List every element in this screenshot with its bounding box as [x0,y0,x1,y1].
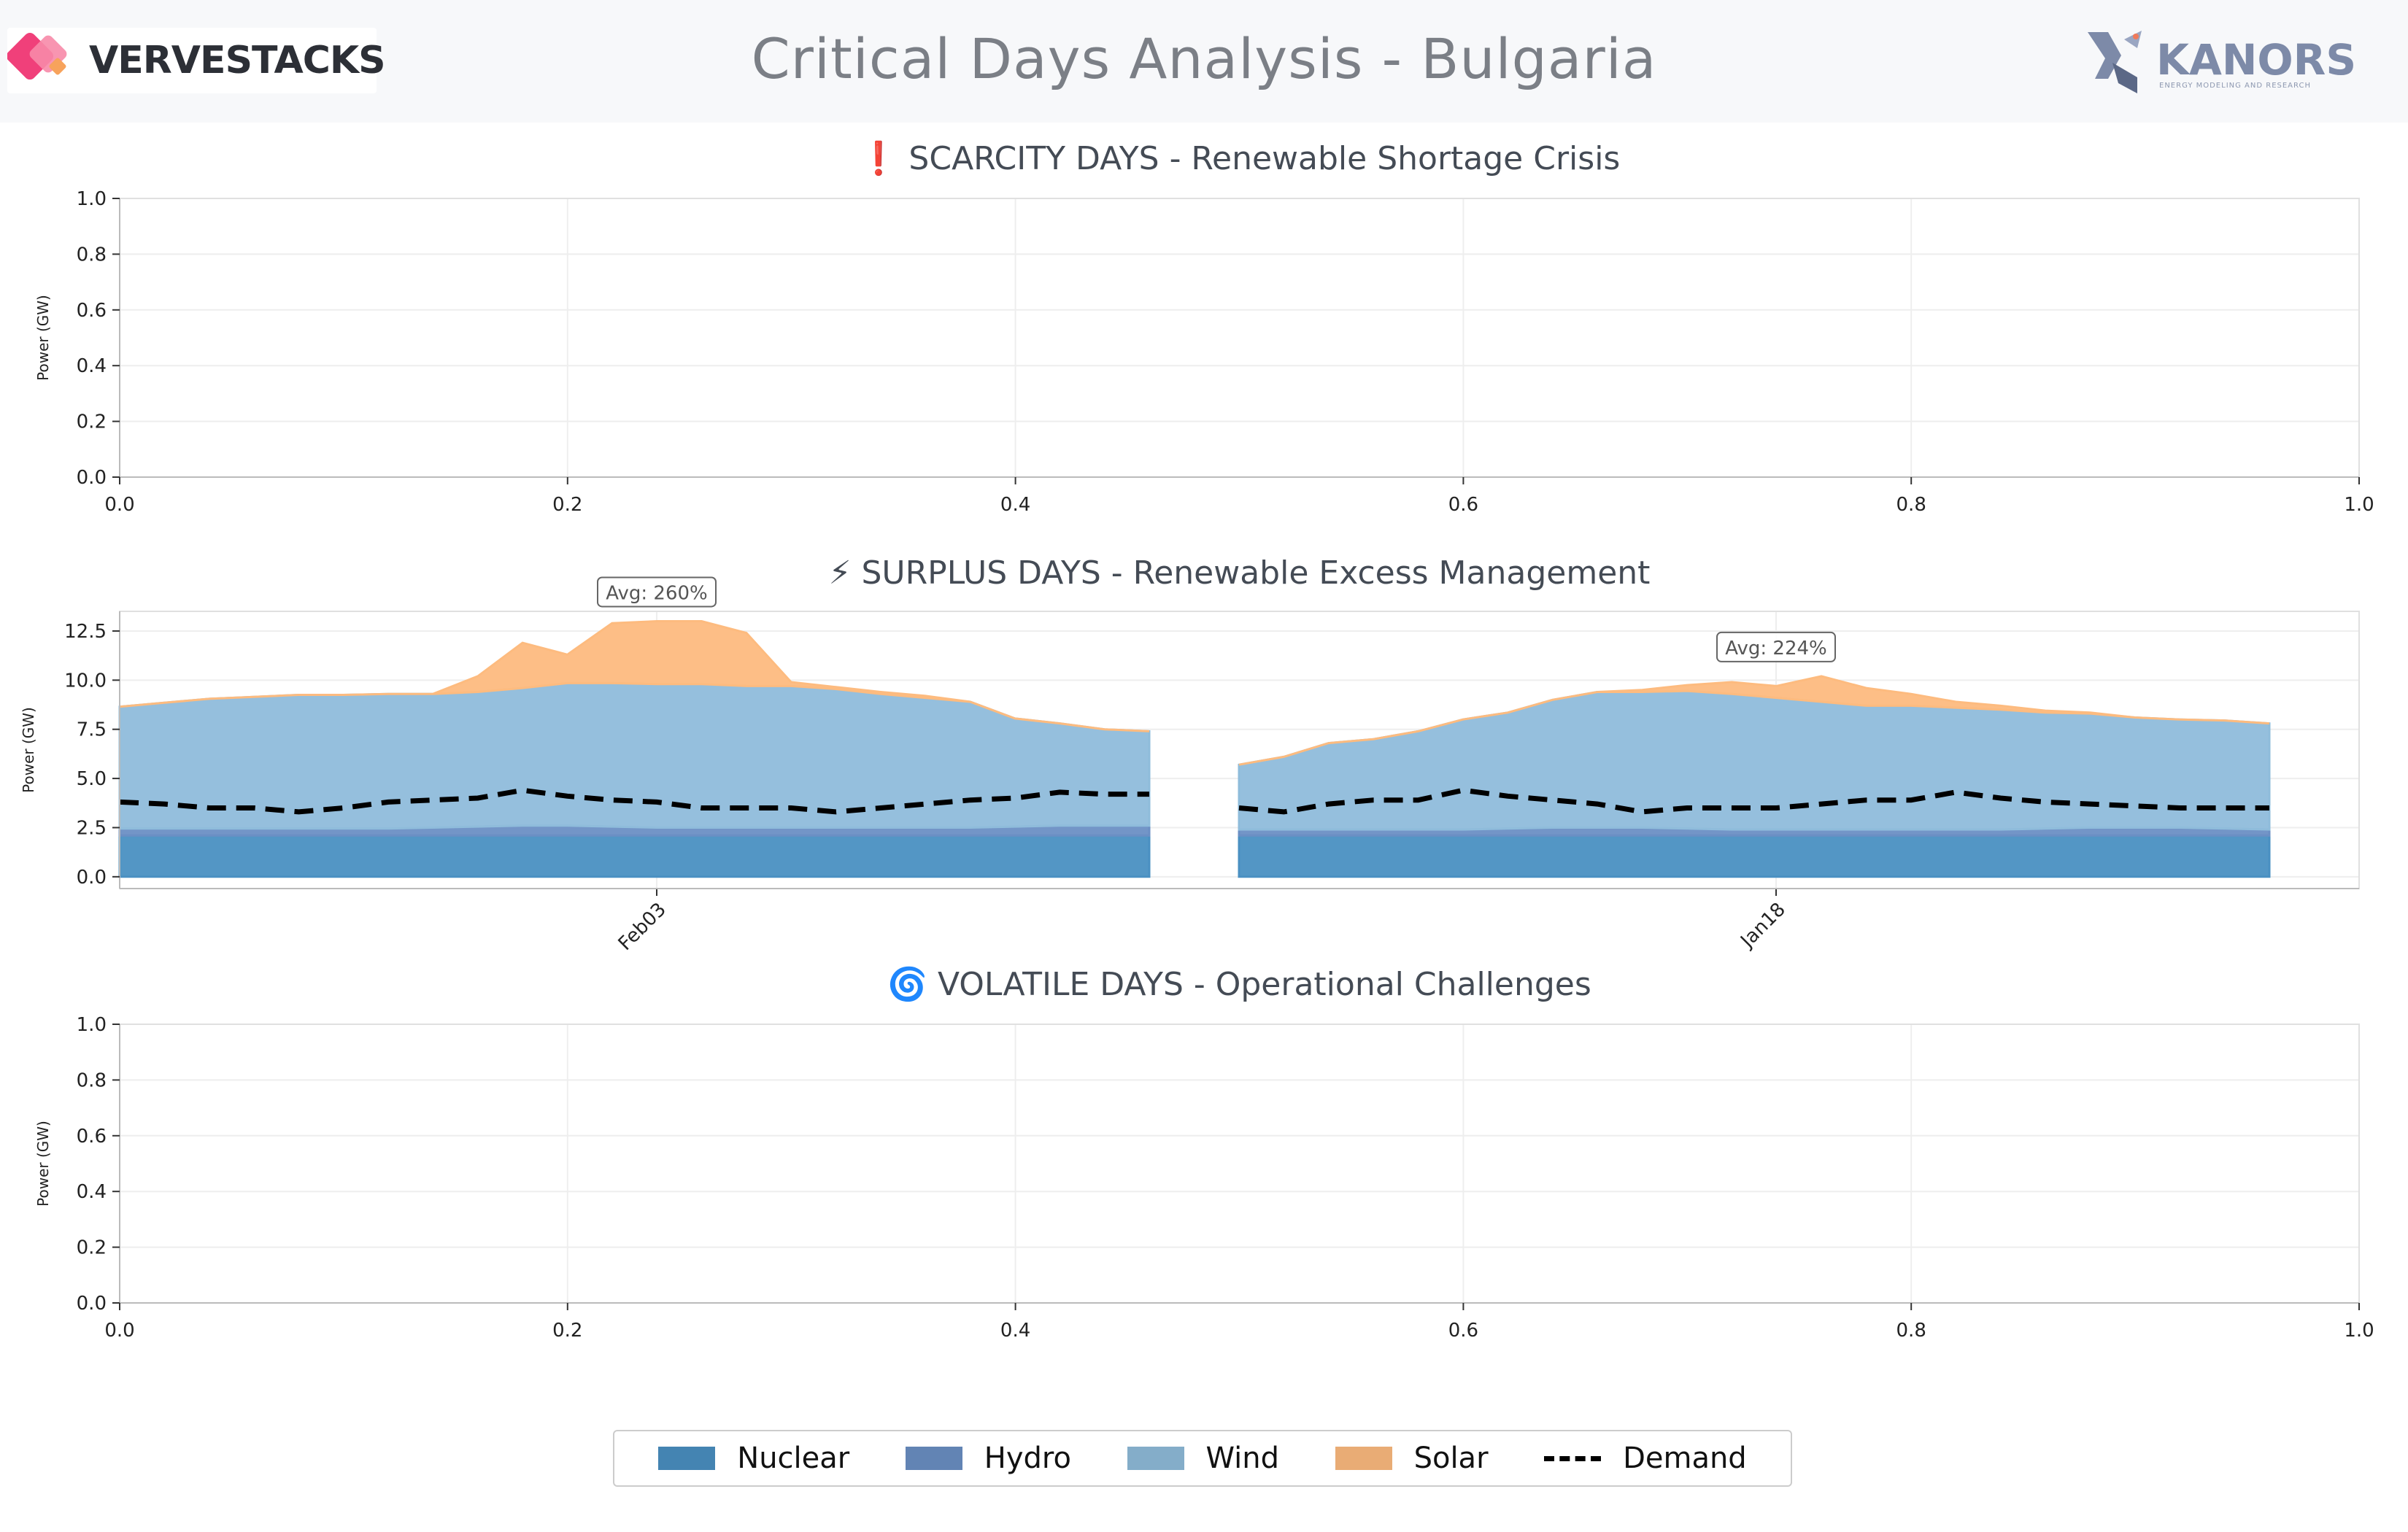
y-tick-label: 0.2 [77,411,107,433]
legend-swatch-hydro [905,1447,962,1470]
plot-frame [119,1024,2360,1304]
chart-legend: Nuclear Hydro Wind Solar Demand [613,1430,1792,1487]
x-tick-label: 0.8 [1896,1320,1926,1342]
nuclear-area-feb03 [118,834,1151,878]
kanors-tagline: ENERGY MODELING AND RESEARCH [2159,82,2311,90]
x-tick-label: 0.2 [552,494,582,516]
nuclear-area-jan18 [1238,834,2271,878]
x-tick-label: 0.4 [1000,1320,1030,1342]
panel-title: ❗ SCARCITY DAYS - Renewable Shortage Cri… [859,140,1621,177]
y-tick-label: 0.6 [77,300,107,322]
legend-label: Solar [1413,1442,1489,1475]
y-axis-label: Power (GW) [34,295,52,381]
y-tick-label: 2.5 [77,817,107,839]
y-tick-label: 0.6 [77,1126,107,1148]
kanors-wordmark: KANORS [2156,35,2357,85]
legend-label: Demand [1623,1442,1747,1475]
y-tick-label: 12.5 [64,621,107,643]
y-tick-label: 0.4 [77,355,107,377]
surplus-panel: Avg: 260% Feb03 Avg: 224% Jan18 0.0 2.5 5.0 7.5… [20,554,2360,955]
header-bar: VERVESTACKS Critical Days Analysis - Bul… [0,0,2408,123]
x-tick-label: 0.2 [552,1320,582,1342]
y-tick-label: 0.8 [77,1069,107,1091]
y-tick-label: 1.0 [77,1014,107,1036]
volatile-panel: 0.0 0.2 0.4 0.6 0.8 1.0 0.0 0.2 0.4 0.6 0.8 1.0 🌀 VO… [34,964,2374,1342]
y-tick-label: 0.2 [77,1237,107,1259]
legend-swatch-demand [1544,1455,1602,1461]
panel-title: 🌀 VOLATILE DAYS - Operational Challenges [887,964,1591,1003]
kanors-logo: KANORS ENERGY MODELING AND RESEARCH [2083,26,2361,96]
wind-area-jan18 [1238,689,2271,831]
legend-label: Hydro [984,1442,1071,1475]
wind-area-feb03 [118,681,1151,830]
page-title: Critical Days Analysis - Bulgaria [751,26,1657,91]
legend-label: Nuclear [737,1442,850,1475]
x-tick-label: 1.0 [2344,1320,2374,1342]
annotation-feb03: Avg: 260% [597,576,717,608]
legend-label: Wind [1205,1442,1280,1475]
annotation-box [597,576,717,608]
x-tick-label: 0.8 [1896,494,1926,516]
x-tick-label: 1.0 [2344,494,2374,516]
x-tick-label: 0.0 [104,1320,134,1342]
demand-line-jan18 [1238,787,2269,815]
legend-item-nuclear: Nuclear [658,1442,849,1475]
legend-item-wind: Wind [1127,1442,1280,1475]
scarcity-panel: 0.0 0.2 0.4 0.6 0.8 1.0 0.0 0.2 0.4 0.6 0.8 1.0 ❗ SC… [34,140,2374,516]
plot-frame [119,198,2360,478]
y-tick-label: 0.4 [77,1181,107,1203]
panel-title: ⚡ SURPLUS DAYS - Renewable Excess Manage… [829,554,1651,592]
y-tick-label: 5.0 [77,768,107,790]
y-tick-label: 0.8 [77,244,107,266]
annotation-jan18: Avg: 224% [1716,631,1836,662]
y-tick-label: 0.0 [77,467,107,489]
solar-area-feb03 [119,620,1150,732]
legend-item-hydro: Hydro [905,1442,1071,1475]
legend-swatch-wind [1127,1447,1184,1470]
kanors-logo-icon [2088,31,2142,93]
x-tick-label: 0.6 [1448,494,1478,516]
y-tick-label: 10.0 [64,670,107,692]
legend-item-solar: Solar [1335,1442,1489,1475]
vervestacks-logo: VERVESTACKS [7,28,386,93]
legend-swatch-nuclear [658,1447,716,1470]
legend-swatch-solar [1335,1447,1392,1470]
y-axis-label: Power (GW) [34,1121,52,1207]
x-tick-label: Feb03 [614,899,671,955]
demand-line-feb03 [119,787,1149,815]
y-tick-label: 7.5 [77,719,107,741]
annotation-label: Avg: 224% [1725,638,1827,659]
annotation-box [1716,631,1836,662]
vervestacks-wordmark: VERVESTACKS [89,39,386,82]
solar-area-jan18 [1238,675,2270,766]
y-axis-label: Power (GW) [20,707,37,793]
annotation-label: Avg: 260% [606,582,708,604]
x-tick-label: 0.6 [1448,1320,1478,1342]
legend-item-demand: Demand [1544,1442,1747,1475]
x-tick-label: Jan18 [1736,899,1790,953]
y-tick-label: 0.0 [77,867,107,889]
y-tick-label: 1.0 [77,188,107,210]
vervestacks-logo-icon [7,32,67,80]
x-tick-label: 0.0 [104,494,134,516]
x-tick-label: 0.4 [1000,494,1030,516]
y-tick-label: 0.0 [77,1293,107,1315]
